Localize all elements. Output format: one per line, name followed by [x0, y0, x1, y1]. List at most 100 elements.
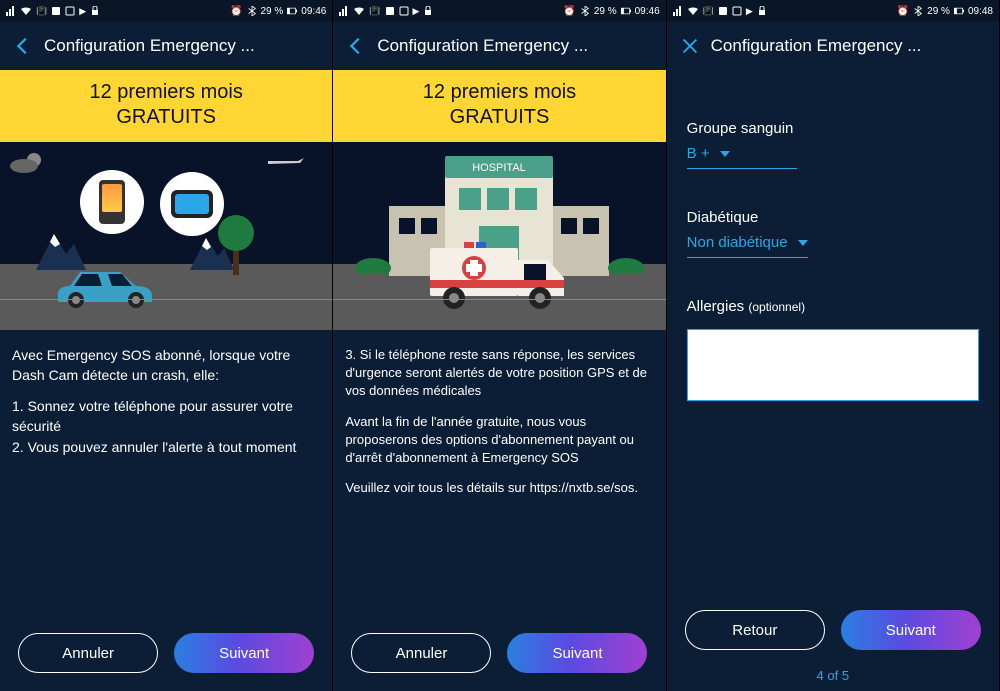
- status-left-icons: 📳 ▶: [673, 6, 767, 17]
- back-icon[interactable]: [12, 35, 34, 57]
- blood-group-select[interactable]: B +: [687, 145, 797, 169]
- status-right: ⏰ 29 % 09:46: [230, 6, 326, 17]
- body-text: 3. Si le téléphone reste sans réponse, l…: [333, 330, 665, 623]
- vibrate-icon: 📳: [369, 6, 380, 17]
- play-icon: ▶: [746, 6, 753, 17]
- status-right: ⏰ 29 % 09:48: [897, 6, 993, 17]
- banner-line1: 12 premiers mois: [0, 80, 332, 105]
- page-title: Configuration Emergency ...: [377, 36, 588, 56]
- signal-icon: [6, 6, 16, 16]
- sd-icon: [51, 6, 61, 16]
- bluetooth-icon: [913, 6, 923, 16]
- app-header: Configuration Emergency ...: [667, 22, 999, 70]
- back-icon[interactable]: [345, 35, 367, 57]
- para-3: Veuillez voir tous les détails sur https…: [345, 479, 653, 497]
- sd-icon: [385, 6, 395, 16]
- clock: 09:48: [968, 6, 993, 17]
- play-icon: ▶: [413, 6, 420, 17]
- blood-group-label: Groupe sanguin: [687, 120, 979, 137]
- lock-icon: [423, 6, 433, 16]
- next-button[interactable]: Suivant: [507, 633, 647, 673]
- next-button[interactable]: Suivant: [841, 610, 981, 650]
- page-title: Configuration Emergency ...: [711, 36, 922, 56]
- cloud-icon: [732, 6, 742, 16]
- bluetooth-icon: [247, 6, 257, 16]
- plane-icon: [268, 156, 304, 166]
- clock: 09:46: [301, 6, 326, 17]
- battery-percent: 29 %: [927, 6, 950, 17]
- cancel-button[interactable]: Annuler: [351, 633, 491, 673]
- status-bar: 📳 ▶ ⏰ 29 % 09:46: [333, 0, 665, 22]
- clock: 09:46: [635, 6, 660, 17]
- wifi-icon: [687, 6, 699, 16]
- app-header: Configuration Emergency ...: [333, 22, 665, 70]
- status-left-icons: 📳 ▶: [339, 6, 433, 17]
- tree-icon: [216, 205, 256, 275]
- screen-3: 📳 ▶ ⏰ 29 % 09:48 Configuration Emergency…: [667, 0, 1000, 691]
- footer-buttons: Annuler Suivant: [0, 623, 332, 691]
- bush-icon: [606, 254, 646, 274]
- allergies-input[interactable]: [687, 329, 979, 401]
- cloud-icon: [65, 6, 75, 16]
- back-button[interactable]: Retour: [685, 610, 825, 650]
- battery-icon: [621, 6, 631, 16]
- chevron-down-icon: [720, 151, 730, 157]
- bluetooth-icon: [580, 6, 590, 16]
- status-right: ⏰ 29 % 09:46: [563, 6, 659, 17]
- vibrate-icon: 📳: [36, 6, 47, 17]
- alarm-icon: ⏰: [230, 6, 242, 17]
- dashcam-bubble: [160, 172, 224, 236]
- illustration-crash: [0, 142, 332, 330]
- hospital-label: HOSPITAL: [473, 162, 527, 174]
- allergies-optional: (optionnel): [748, 300, 805, 314]
- cancel-button[interactable]: Annuler: [18, 633, 158, 673]
- para-1: 3. Si le téléphone reste sans réponse, l…: [345, 346, 653, 401]
- promo-banner: 12 premiers mois GRATUITS: [333, 70, 665, 142]
- lock-icon: [757, 6, 767, 16]
- chevron-down-icon: [798, 240, 808, 246]
- battery-percent: 29 %: [261, 6, 284, 17]
- dashcam-icon: [171, 190, 213, 218]
- screen-1: 📳 ▶ ⏰ 29 % 09:46 Configuration Emergency…: [0, 0, 333, 691]
- phone-bubble: [80, 170, 144, 234]
- road-line: [333, 299, 665, 300]
- wifi-icon: [20, 6, 32, 16]
- signal-icon: [339, 6, 349, 16]
- wifi-icon: [353, 6, 365, 16]
- status-bar: 📳 ▶ ⏰ 29 % 09:48: [667, 0, 999, 22]
- next-button[interactable]: Suivant: [174, 633, 314, 673]
- medical-form: Groupe sanguin B + Diabétique Non diabét…: [667, 70, 999, 600]
- banner-line2: GRATUITS: [333, 105, 665, 130]
- cloud-moon-icon: [8, 150, 48, 174]
- diabetic-value: Non diabétique: [687, 234, 788, 251]
- road-line: [0, 299, 332, 300]
- lock-icon: [90, 6, 100, 16]
- battery-icon: [954, 6, 964, 16]
- status-left-icons: 📳 ▶: [6, 6, 100, 17]
- diabetic-select[interactable]: Non diabétique: [687, 234, 808, 258]
- list-item-1: 1. Sonnez votre téléphone pour assurer v…: [12, 397, 320, 436]
- body-text: Avec Emergency SOS abonné, lorsque votre…: [0, 330, 332, 623]
- close-icon[interactable]: [679, 35, 701, 57]
- screen-2: 📳 ▶ ⏰ 29 % 09:46 Configuration Emergency…: [333, 0, 666, 691]
- sd-icon: [718, 6, 728, 16]
- allergies-label-text: Allergies: [687, 298, 745, 315]
- illustration-hospital: HOSPITAL: [333, 142, 665, 330]
- intro-text: Avec Emergency SOS abonné, lorsque votre…: [12, 346, 320, 385]
- status-bar: 📳 ▶ ⏰ 29 % 09:46: [0, 0, 332, 22]
- car-icon: [50, 264, 160, 308]
- alarm-icon: ⏰: [897, 6, 909, 17]
- promo-banner: 12 premiers mois GRATUITS: [0, 70, 332, 142]
- alarm-icon: ⏰: [563, 6, 575, 17]
- banner-line1: 12 premiers mois: [333, 80, 665, 105]
- signal-icon: [673, 6, 683, 16]
- footer-buttons: Annuler Suivant: [333, 623, 665, 691]
- field-blood-group: Groupe sanguin B +: [687, 120, 979, 169]
- bush-icon: [353, 254, 393, 274]
- field-allergies: Allergies (optionnel): [687, 298, 979, 406]
- play-icon: ▶: [79, 6, 86, 17]
- list-item-2: 2. Vous pouvez annuler l'alerte à tout m…: [12, 438, 320, 458]
- field-diabetic: Diabétique Non diabétique: [687, 209, 979, 258]
- diabetic-label: Diabétique: [687, 209, 979, 226]
- para-2: Avant la fin de l'année gratuite, nous v…: [345, 413, 653, 468]
